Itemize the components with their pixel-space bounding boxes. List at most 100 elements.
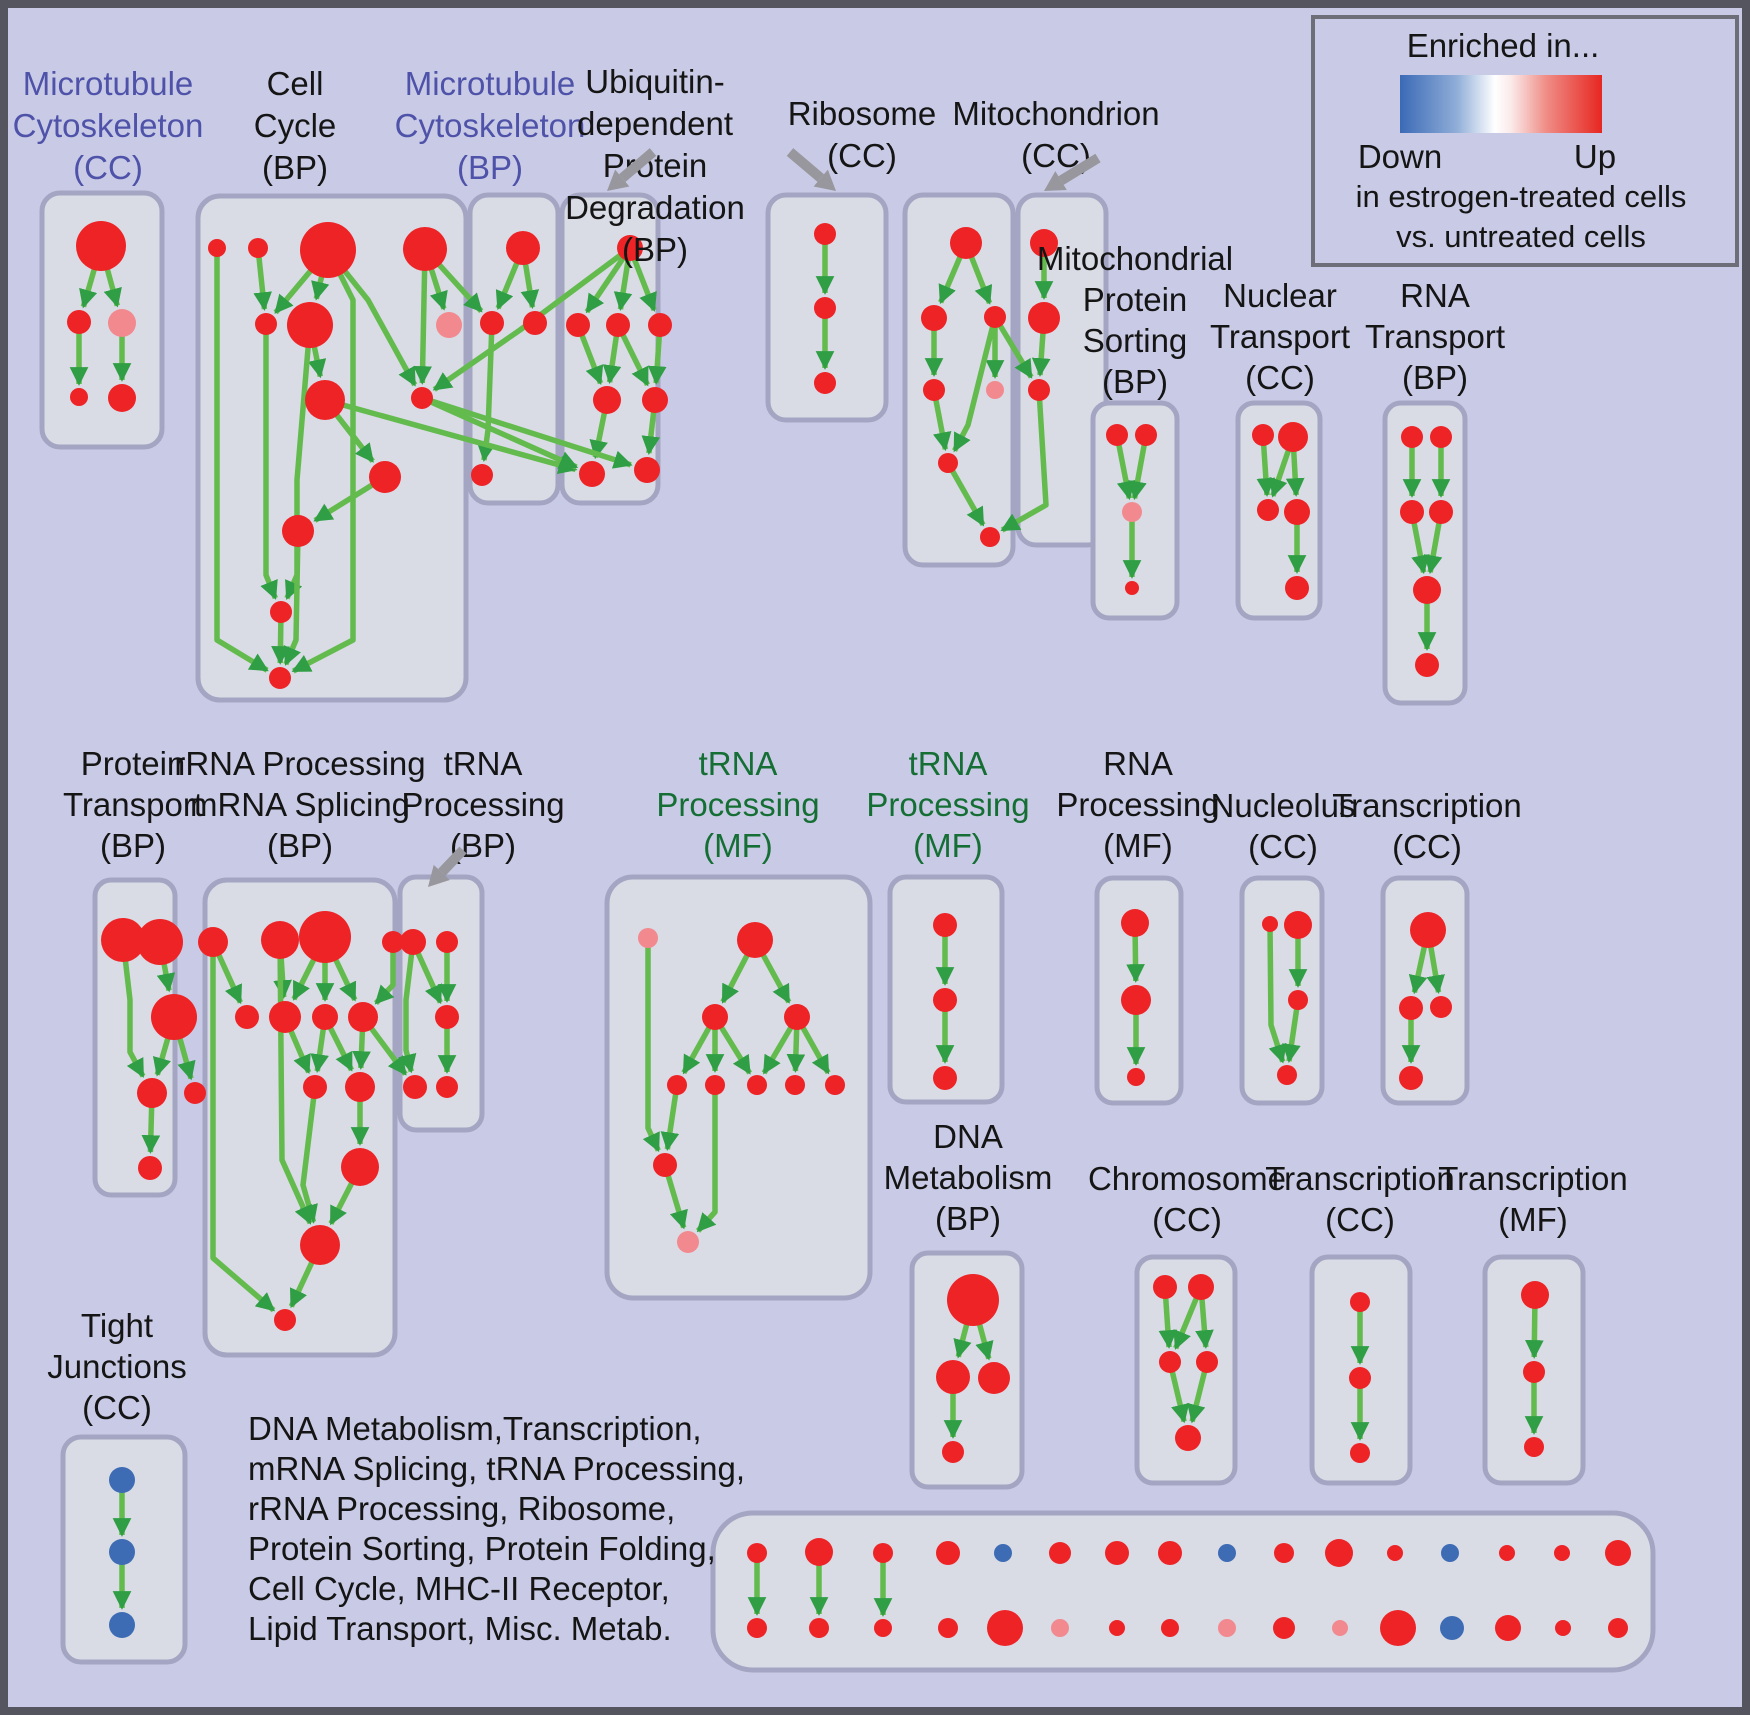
node-nuclear-transport-2 <box>1257 499 1279 521</box>
node-trna-processing-mf-1-1 <box>737 922 773 958</box>
label-tight-junctions-line-1: Junctions <box>47 1348 186 1385</box>
edge-nucleolus-cc-0 <box>1267 923 1287 1064</box>
label-mitochondrial-protein-sorting-line-3: (BP) <box>1102 363 1168 400</box>
cross-edge-5 <box>992 315 1034 379</box>
edge-cell-cycle-8 <box>260 324 278 600</box>
label-ubiquitin-bp-line-0: Ubiquitin- <box>585 63 724 100</box>
node-misc-clusters-23 <box>1380 1610 1416 1646</box>
node-chromosome-cc-1 <box>1188 1274 1214 1300</box>
node-rrna-processing-mrna-splicing-1 <box>261 921 299 959</box>
label-nuclear-transport-line-0: Nuclear <box>1223 277 1337 314</box>
cluster-box-microtubule-bp <box>467 192 561 506</box>
edge-rrna-processing-mrna-splicing-14 <box>210 942 276 1313</box>
node-protein-transport-0 <box>101 918 145 962</box>
label-protein-transport-line-1: Transport <box>63 786 203 823</box>
node-cell-cycle-2 <box>300 222 356 278</box>
node-trna-processing-mf-1-10 <box>677 1231 699 1253</box>
legend-subtitle-1: in estrogen-treated cells <box>1356 179 1687 214</box>
node-microtubule-cc-1 <box>67 310 91 334</box>
node-transcription-cc-1-2 <box>1430 996 1452 1018</box>
label-ribosome-cc-line-1: (CC) <box>827 137 897 174</box>
label-mitochondrial-protein-sorting-line-2: Sorting <box>1083 322 1188 359</box>
node-trna-processing-bp-4 <box>436 1076 458 1098</box>
node-rrna-processing-mrna-splicing-0 <box>198 927 228 957</box>
node-nuclear-transport-0 <box>1252 424 1274 446</box>
node-trna-processing-mf-1-4 <box>667 1075 687 1095</box>
node-misc-clusters-9 <box>987 1610 1023 1646</box>
node-tight-junctions-2 <box>109 1612 135 1638</box>
node-misc-clusters-5 <box>874 1619 892 1637</box>
label-transcription-mf-line-0: Transcription <box>1438 1160 1628 1197</box>
node-nuclear-transport-4 <box>1285 576 1309 600</box>
node-ubiquitin-bp-0 <box>617 235 643 261</box>
node-misc-clusters-25 <box>1440 1616 1464 1640</box>
node-cell-cycle-8 <box>411 387 433 409</box>
label-microtubule-bp-line-1: Cytoskeleton <box>395 107 586 144</box>
node-ubiquitin-bp-3 <box>648 313 672 337</box>
edge-ribosome-cc-4 <box>952 316 998 453</box>
node-ribosome-cc-0 <box>950 227 982 259</box>
edge-trna-processing-mf-1-11 <box>695 1085 718 1233</box>
node-microtubule-bp-2 <box>523 311 547 335</box>
label-protein-transport-line-2: (BP) <box>100 827 166 864</box>
node-rrna-processing-mrna-splicing-8 <box>303 1075 327 1099</box>
legend-box <box>1311 15 1739 267</box>
node-misc-clusters-6 <box>936 1541 960 1565</box>
legend-down-label: Down <box>1358 138 1442 175</box>
node-rrna-processing-mrna-splicing-7 <box>348 1002 378 1032</box>
node-misc-clusters-1 <box>747 1618 767 1638</box>
node-misc-clusters-3 <box>809 1618 829 1638</box>
node-transcription-mf-1 <box>1523 1361 1545 1383</box>
node-tight-junctions-1 <box>109 1539 135 1565</box>
node-trna-processing-mf-1-2 <box>702 1004 728 1030</box>
node-protein-transport-1 <box>137 919 183 965</box>
edge-protein-transport-0 <box>120 939 146 1078</box>
node-trna-processing-bp-3 <box>403 1075 427 1099</box>
edge-rrna-processing-mrna-splicing-5 <box>373 942 396 1006</box>
label-transcription-cc-1-line-0: Transcription <box>1332 787 1522 824</box>
node-cell-cycle-3 <box>403 227 447 271</box>
node-misc-clusters-17 <box>1218 1619 1236 1637</box>
node-protein-transport-2 <box>151 994 197 1040</box>
node-cell-cycle-4 <box>255 313 277 335</box>
label-rna-processing-mf-line-2: (MF) <box>1103 827 1173 864</box>
misc-clusters-text-line-3: Protein Sorting, Protein Folding, <box>248 1530 716 1567</box>
node-trna-processing-mf-1-3 <box>784 1004 810 1030</box>
gray-pointer-arrow-3 <box>438 846 467 876</box>
node-trna-processing-mf-1-7 <box>785 1075 805 1095</box>
node-ribosome-cc-3 <box>923 379 945 401</box>
node-mitochondrion-cc-1 <box>1028 302 1060 334</box>
node-nucleolus-cc-3 <box>1277 1065 1297 1085</box>
nodes-layer <box>67 221 1631 1646</box>
node-microtubule-cc-3 <box>70 388 88 406</box>
label-transcription-cc-2-line-1: (CC) <box>1325 1201 1395 1238</box>
node-misc-clusters-28 <box>1554 1545 1570 1561</box>
legend-title: Enriched in... <box>1407 27 1600 64</box>
label-transcription-cc-2-line-0: Transcription <box>1265 1160 1455 1197</box>
gray-pointer-arrow-1 <box>786 148 824 182</box>
node-misc-clusters-0 <box>747 1543 767 1563</box>
label-rrna-processing-mrna-splicing-line-2: (BP) <box>267 827 333 864</box>
edge-cell-cycle-7 <box>413 248 432 385</box>
node-rrna-processing-mrna-splicing-3 <box>382 931 404 953</box>
node-dna-metabolism-2 <box>978 1362 1010 1394</box>
node-cell-cycle-12 <box>269 667 291 689</box>
node-misc-clusters-11 <box>1051 1619 1069 1637</box>
misc-clusters-text-line-5: Lipid Transport, Misc. Metab. <box>248 1610 672 1647</box>
node-nucleolus-cc-0 <box>1262 916 1278 932</box>
cluster-box-misc-clusters <box>710 1510 1656 1673</box>
node-dna-metabolism-3 <box>942 1441 964 1463</box>
node-mitochondrial-protein-sorting-2 <box>1122 502 1142 522</box>
node-microtubule-cc-0 <box>76 221 126 271</box>
node-trna-processing-mf-2-0 <box>933 913 957 937</box>
edge-trna-processing-mf-1-8 <box>642 938 661 1153</box>
node-trna-processing-mf-2-1 <box>933 988 957 1012</box>
node-misc-clusters-31 <box>1608 1618 1628 1638</box>
label-ubiquitin-bp-line-3: Degradation <box>565 189 745 226</box>
node-chromosome-cc-4 <box>1175 1425 1201 1451</box>
misc-clusters-text-line-1: mRNA Splicing, tRNA Processing, <box>248 1450 745 1487</box>
node-nucleolus-cc-2 <box>1288 990 1308 1010</box>
node-tight-junctions-0 <box>109 1467 135 1493</box>
node-transcription-mf-2 <box>1524 1437 1544 1457</box>
